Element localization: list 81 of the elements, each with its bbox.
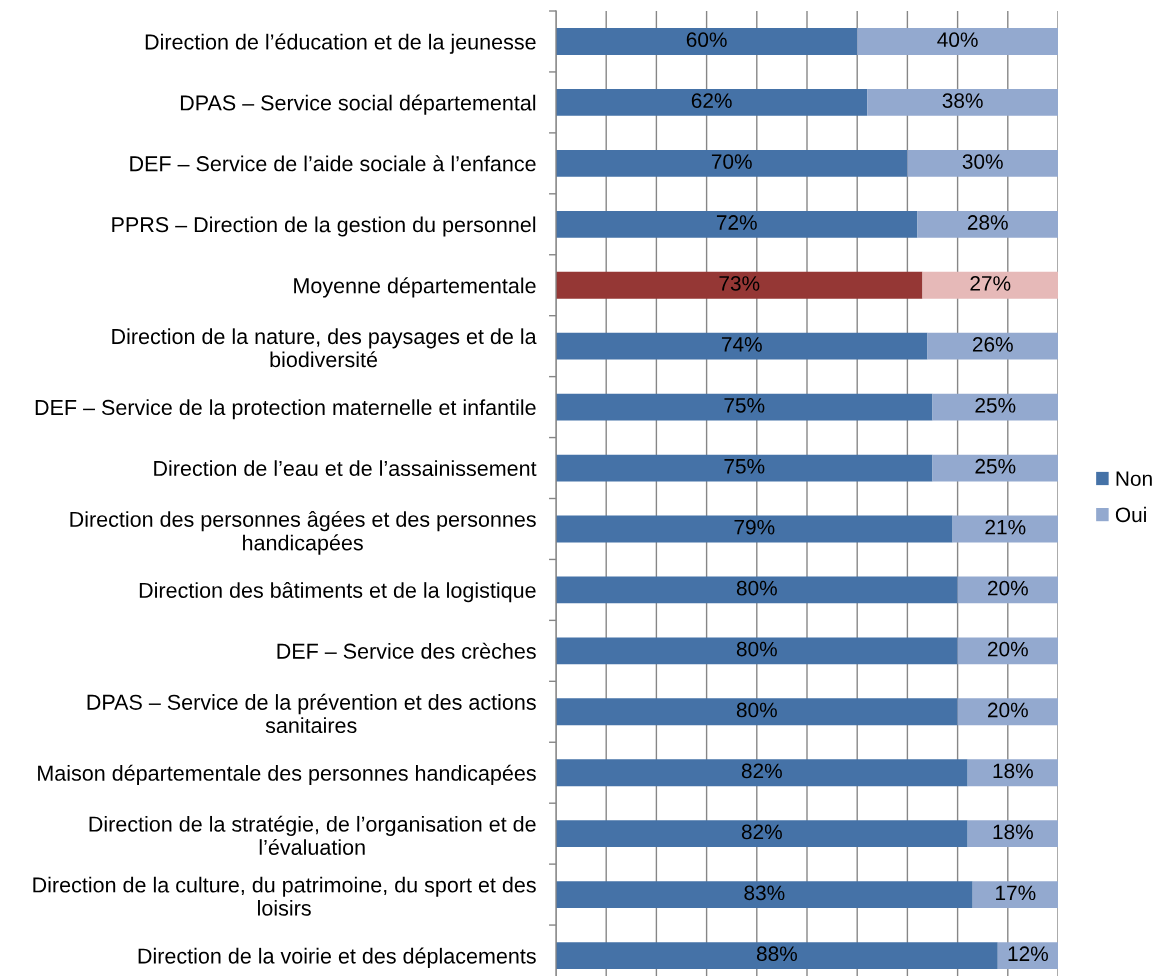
data-label: 38% — [942, 93, 983, 108]
bar — [917, 210, 1058, 238]
bar — [556, 271, 923, 299]
bar — [556, 820, 968, 848]
data-label: 28% — [967, 215, 1008, 230]
data-label: 12% — [1008, 946, 1048, 962]
y-tick-label: Direction de l’eau et de l’assainissement — [154, 460, 537, 477]
bar — [556, 698, 958, 726]
data-label: 21% — [985, 519, 1026, 535]
bar — [556, 759, 968, 787]
y-tick-label: DPAS – Service de la prévention et des actions sanitaires — [87, 693, 536, 734]
bar — [957, 698, 1058, 726]
data-label: 80% — [736, 580, 777, 596]
data-label: 72% — [716, 215, 757, 230]
bar — [556, 515, 953, 543]
bar — [556, 454, 933, 482]
data-label: 25% — [975, 458, 1016, 474]
bar — [556, 210, 918, 238]
y-tick-label: DEF – Service de la protection maternelle et infantile — [35, 399, 536, 420]
data-label: 20% — [988, 702, 1028, 718]
bar — [857, 28, 1058, 55]
data-label: 75% — [724, 398, 765, 413]
data-label: 82% — [741, 824, 782, 840]
data-label: 82% — [741, 763, 782, 779]
bar — [867, 89, 1058, 116]
bar — [972, 881, 1058, 908]
bar — [932, 393, 1058, 421]
data-label: 79% — [734, 519, 775, 535]
data-label: 60% — [686, 32, 727, 48]
data-label: 75% — [724, 458, 765, 474]
y-tick-label: DPAS – Service social départemental — [180, 94, 536, 115]
y-tick-label: Moyenne départementale — [294, 277, 536, 298]
bar — [556, 393, 933, 421]
bar — [556, 28, 858, 55]
y-tick-label: Direction de l’éducation et de la jeunesse — [145, 33, 536, 54]
bar — [967, 820, 1058, 848]
y-tick-label: Direction de la nature, des paysages et de la biodiversité — [112, 328, 537, 368]
bar — [556, 637, 958, 665]
bar — [932, 454, 1058, 482]
bar — [556, 881, 973, 908]
bar — [922, 271, 1058, 299]
bar — [967, 759, 1058, 787]
bar — [952, 515, 1058, 543]
y-tick-label: Direction de la voirie et des déplacements — [138, 947, 536, 968]
data-label: 73% — [719, 276, 760, 291]
bar — [907, 149, 1058, 177]
data-label: 80% — [736, 702, 777, 718]
data-label: 17% — [996, 885, 1036, 901]
data-label: 26% — [972, 337, 1013, 352]
data-label: 20% — [988, 580, 1028, 596]
bar — [957, 637, 1058, 665]
bar — [556, 576, 958, 604]
data-label: 62% — [691, 93, 732, 108]
data-label: 25% — [975, 397, 1016, 413]
data-label: 18% — [993, 763, 1033, 779]
data-label: 74% — [721, 337, 762, 352]
y-tick-label: Maison départementale des personnes handicapées — [38, 764, 536, 786]
legend-label: Oui — [1115, 506, 1146, 523]
y-tick-label: Direction des personnes âgées et des personnes handicapées — [70, 510, 536, 555]
bar — [927, 332, 1058, 360]
bar — [556, 89, 868, 116]
bar — [556, 942, 998, 969]
bar — [957, 576, 1058, 604]
data-label: 40% — [937, 32, 978, 48]
y-tick-label: DEF – Service de l’aide sociale à l’enfance — [130, 155, 536, 172]
data-label: 30% — [962, 154, 1003, 169]
data-label: 18% — [993, 824, 1033, 840]
data-label: 80% — [736, 641, 777, 657]
y-tick-label: Direction des bâtiments et de la logistique — [139, 582, 536, 603]
legend-label: Non — [1116, 471, 1152, 487]
y-tick-label: Direction de la culture, du patrimoine, du sport et des loisirs — [33, 876, 536, 916]
data-label: 27% — [970, 276, 1011, 291]
bar — [556, 149, 908, 177]
y-tick-label: PPRS – Direction de la gestion du personnel — [112, 216, 536, 237]
data-label: 83% — [744, 885, 785, 901]
data-label: 20% — [988, 641, 1028, 657]
data-label: 70% — [711, 154, 752, 169]
y-tick-label: DEF – Service des crèches — [277, 642, 536, 659]
bar — [556, 332, 928, 360]
data-label: 88% — [756, 946, 797, 962]
y-tick-label: Direction de la stratégie, de l’organisation et de l’évaluation — [89, 815, 536, 855]
